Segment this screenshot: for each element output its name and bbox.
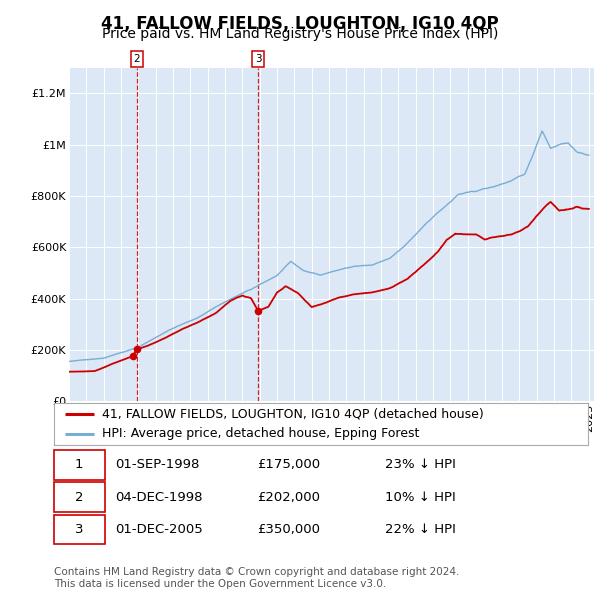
Text: 2: 2: [75, 490, 83, 504]
Text: Price paid vs. HM Land Registry's House Price Index (HPI): Price paid vs. HM Land Registry's House …: [102, 27, 498, 41]
Text: 3: 3: [75, 523, 83, 536]
Text: Contains HM Land Registry data © Crown copyright and database right 2024.
This d: Contains HM Land Registry data © Crown c…: [54, 567, 460, 589]
FancyBboxPatch shape: [54, 450, 105, 480]
Text: 23% ↓ HPI: 23% ↓ HPI: [385, 458, 456, 471]
FancyBboxPatch shape: [54, 483, 105, 512]
Text: 10% ↓ HPI: 10% ↓ HPI: [385, 490, 456, 504]
Text: 41, FALLOW FIELDS, LOUGHTON, IG10 4QP: 41, FALLOW FIELDS, LOUGHTON, IG10 4QP: [101, 15, 499, 33]
Text: 2: 2: [134, 54, 140, 64]
Text: 04-DEC-1998: 04-DEC-1998: [115, 490, 203, 504]
Text: 1: 1: [75, 458, 83, 471]
FancyBboxPatch shape: [54, 514, 105, 544]
Text: 22% ↓ HPI: 22% ↓ HPI: [385, 523, 456, 536]
Text: 41, FALLOW FIELDS, LOUGHTON, IG10 4QP (detached house): 41, FALLOW FIELDS, LOUGHTON, IG10 4QP (d…: [102, 408, 484, 421]
Text: 01-DEC-2005: 01-DEC-2005: [115, 523, 203, 536]
Text: HPI: Average price, detached house, Epping Forest: HPI: Average price, detached house, Eppi…: [102, 428, 419, 441]
Text: 3: 3: [255, 54, 262, 64]
Text: £202,000: £202,000: [257, 490, 320, 504]
Text: 01-SEP-1998: 01-SEP-1998: [115, 458, 200, 471]
Text: £175,000: £175,000: [257, 458, 320, 471]
Text: £350,000: £350,000: [257, 523, 320, 536]
